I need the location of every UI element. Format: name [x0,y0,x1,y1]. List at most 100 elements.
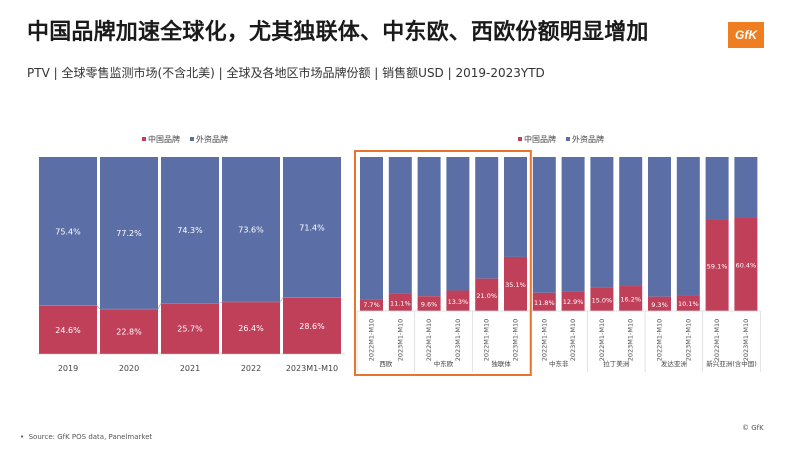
bar-foreign [676,157,700,296]
data-label-chinese: 13.3% [448,298,469,306]
x-tick-label: 2023M1-M10 [569,319,577,362]
gfk-logo: GfK [728,22,764,48]
data-label-chinese: 11.8% [534,299,555,307]
bar-foreign [100,157,158,310]
data-label-chinese: 15.0% [592,296,613,304]
group-label: 中东非 [549,359,569,368]
data-label-chinese: 9.3% [651,301,668,309]
legend-swatch-chinese [142,137,146,141]
bar-foreign [504,157,527,257]
x-tick-label: 2023M1-M10 [742,319,750,362]
data-label-chinese: 12.9% [563,298,584,306]
legend-label-foreign: 外资品牌 [196,134,228,144]
x-tick-label: 2022M1-M10 [656,319,664,362]
bar-chinese [446,290,470,311]
data-label-chinese: 28.6% [299,322,325,331]
data-label-chinese: 25.7% [177,325,203,334]
bar-foreign [283,157,341,298]
bar-foreign [222,157,280,302]
x-tick-label: 2019 [58,364,78,373]
data-label-foreign: 74.3% [177,226,203,235]
legend-label-chinese: 中国品牌 [148,134,180,144]
bar-foreign [705,157,729,220]
data-label-chinese: 35.1% [505,281,526,289]
copyright-text: © GfK [742,424,764,432]
group-label: 发达亚洲 [661,359,687,368]
bar-chinese [475,278,499,311]
data-label-chinese: 7.7% [363,301,380,309]
page-title: 中国品牌加速全球化，尤其独联体、中东欧、西欧份额明显增加 [27,20,649,45]
bar-chinese [734,217,758,311]
data-label-chinese: 11.1% [390,299,411,307]
legend-label-foreign: 外资品牌 [572,134,604,144]
x-tick-label: 2023M1-M10 [512,319,520,362]
bar-foreign [619,157,643,287]
data-label-chinese: 16.2% [620,296,641,304]
legend-swatch-foreign [190,137,194,141]
data-label-foreign: 75.4% [55,227,81,236]
data-label-chinese: 26.4% [238,324,264,333]
data-label-foreign: 77.2% [116,229,142,238]
data-label-chinese: 10.1% [678,300,699,308]
x-tick-label: 2023M1-M10 [684,319,692,362]
x-tick-label: 2022 [241,364,261,373]
bar-chinese [283,297,341,354]
bar-chinese [360,299,383,311]
x-tick-label: 2022M1-M10 [540,319,548,362]
x-tick-label: 2022M1-M10 [713,319,721,362]
x-tick-label: 2023M1-M10 [396,319,404,362]
bar-foreign [417,157,441,297]
legend-label-chinese: 中国品牌 [524,134,556,144]
source-text: Source: GfK POS data, Panelmarket [28,433,153,441]
bar-chinese [532,292,556,311]
bar-foreign [388,157,412,294]
bar-chinese [648,296,671,311]
share-connector-line [39,297,341,310]
bar-foreign [648,157,671,297]
bar-chinese [504,256,527,311]
bar-foreign [734,157,758,218]
bar-chinese [161,303,219,354]
bar-chinese [417,296,441,311]
data-label-foreign: 71.4% [299,223,325,232]
highlight-box [354,150,532,376]
bar-foreign [39,157,97,306]
data-label-chinese: 9.6% [421,301,438,309]
bar-foreign [590,157,614,288]
x-tick-label: 2023M1-M10 [627,319,635,362]
legend-swatch-foreign [566,137,570,141]
group-label: 拉丁美洲 [603,359,629,368]
bar-chinese [561,291,585,311]
x-tick-label: 2022M1-M10 [368,319,376,362]
x-tick-label: 2021 [180,364,200,373]
group-label: 新兴亚洲(含中国) [706,359,757,368]
bar-foreign [561,157,585,292]
bar-foreign [360,157,383,300]
group-label: 中东欧 [434,359,454,368]
x-tick-label: 2023M1-M10 [286,364,338,373]
bar-foreign [475,157,499,279]
data-label-chinese: 59.1% [707,262,728,270]
bar-chinese [590,287,614,311]
data-label-chinese: 21.0% [476,292,497,300]
x-tick-label: 2022M1-M10 [598,319,606,362]
x-tick-label: 2022M1-M10 [425,319,433,362]
bar-chinese [705,219,729,311]
page-subtitle: PTV | 全球零售监测市场(不含北美) | 全球及各地区市场品牌份额 | 销售… [27,66,545,80]
group-label: 独联体 [491,359,511,368]
legend-swatch-chinese [518,137,522,141]
x-tick-label: 2020 [119,364,139,373]
bar-chinese [619,286,643,311]
x-tick-label: 2023M1-M10 [454,319,462,362]
bar-chinese [222,301,280,354]
bar-chinese [676,295,700,311]
bar-foreign [446,157,470,291]
data-label-chinese: 22.8% [116,328,142,337]
bar-chinese [388,293,412,311]
data-label-chinese: 24.6% [55,326,81,335]
bar-chinese [39,305,97,354]
group-label: 西欧 [379,359,393,368]
bar-chinese [100,309,158,354]
data-label-foreign: 73.6% [238,225,264,234]
